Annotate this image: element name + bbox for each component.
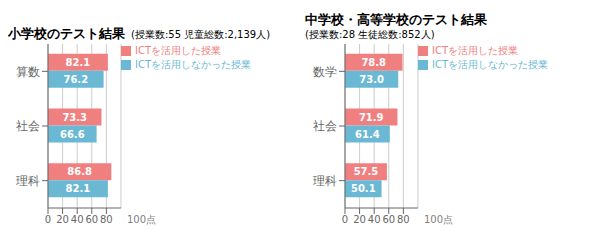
svg-text:社会: 社会 xyxy=(16,119,40,133)
svg-text:78.8: 78.8 xyxy=(361,57,386,68)
svg-text:66.6: 66.6 xyxy=(60,129,85,140)
html-text:小学校のテスト結果: 小学校のテスト結果 xyxy=(8,26,125,41)
html-text:ICTを活用した授業: ICTを活用した授業 xyxy=(432,45,518,56)
svg-text:86.8: 86.8 xyxy=(67,166,92,177)
svg-text:61.4: 61.4 xyxy=(355,129,380,140)
html-text:ICTを活用しなかった授業: ICTを活用しなかった授業 xyxy=(432,59,548,70)
svg-text:理科: 理科 xyxy=(313,174,337,188)
svg-text:数学: 数学 xyxy=(313,65,337,79)
svg-text:算数: 算数 xyxy=(16,65,40,79)
svg-text:57.5: 57.5 xyxy=(354,166,379,177)
html-text:ICTを活用した授業: ICTを活用した授業 xyxy=(135,45,221,56)
svg-text:社会: 社会 xyxy=(313,119,337,133)
svg-text:73.0: 73.0 xyxy=(359,74,384,85)
html-text:(授業数:28 生徒総数:852人): (授業数:28 生徒総数:852人) xyxy=(305,29,435,40)
html-text:ICTを活用しなかった授業: ICTを活用しなかった授業 xyxy=(135,59,251,70)
svg-text:80: 80 xyxy=(100,214,113,225)
svg-text:60: 60 xyxy=(85,214,98,225)
html-text:(授業数:55 児童総数:2,139人): (授業数:55 児童総数:2,139人) xyxy=(131,29,271,40)
svg-text:0: 0 xyxy=(342,214,348,225)
svg-text:60: 60 xyxy=(382,214,395,225)
svg-text:100点: 100点 xyxy=(127,214,156,225)
svg-text:71.9: 71.9 xyxy=(359,112,384,123)
svg-text:理科: 理科 xyxy=(16,174,40,188)
svg-text:0: 0 xyxy=(45,214,51,225)
svg-text:82.1: 82.1 xyxy=(66,183,91,194)
svg-text:73.3: 73.3 xyxy=(62,112,87,123)
svg-text:76.2: 76.2 xyxy=(63,74,88,85)
svg-text:20: 20 xyxy=(56,214,69,225)
svg-text:50.1: 50.1 xyxy=(351,183,376,194)
svg-text:40: 40 xyxy=(71,214,84,225)
svg-text:82.1: 82.1 xyxy=(66,57,91,68)
svg-text:40: 40 xyxy=(368,214,381,225)
svg-text:80: 80 xyxy=(397,214,410,225)
html-text:中学校・高等学校のテスト結果: 中学校・高等学校のテスト結果 xyxy=(305,12,487,27)
svg-text:20: 20 xyxy=(353,214,366,225)
svg-text:100点: 100点 xyxy=(424,214,453,225)
